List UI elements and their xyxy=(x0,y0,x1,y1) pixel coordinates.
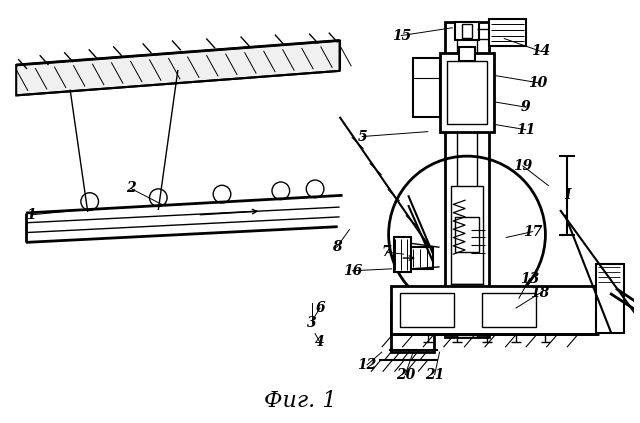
Bar xyxy=(482,293,536,327)
Text: 10: 10 xyxy=(528,76,547,90)
Text: 16: 16 xyxy=(342,264,362,278)
Bar xyxy=(447,61,486,124)
Text: 1: 1 xyxy=(26,208,36,222)
Bar xyxy=(455,217,479,252)
Text: I: I xyxy=(564,188,571,202)
Bar xyxy=(440,53,495,132)
Bar xyxy=(390,303,434,352)
Text: 13: 13 xyxy=(520,272,540,286)
Bar xyxy=(459,47,475,61)
Text: 5: 5 xyxy=(357,129,367,143)
Text: 4: 4 xyxy=(315,335,325,349)
Bar xyxy=(488,19,526,47)
Text: 20: 20 xyxy=(396,368,415,382)
Bar xyxy=(451,283,483,303)
Text: 14: 14 xyxy=(531,44,550,58)
Bar xyxy=(403,247,433,269)
Text: 18: 18 xyxy=(530,286,549,300)
Bar xyxy=(445,22,488,338)
Text: 11: 11 xyxy=(516,123,536,137)
Bar xyxy=(401,293,454,327)
Text: 21: 21 xyxy=(425,368,444,382)
Text: 15: 15 xyxy=(392,29,411,43)
Text: 9: 9 xyxy=(521,100,531,114)
Text: Фиг. 1: Фиг. 1 xyxy=(264,390,337,412)
Bar xyxy=(451,186,483,283)
Bar xyxy=(596,264,624,332)
Bar xyxy=(394,237,411,272)
Text: 6: 6 xyxy=(315,301,325,315)
Text: 3: 3 xyxy=(307,316,317,330)
Bar xyxy=(413,58,440,117)
Text: 17: 17 xyxy=(523,225,542,239)
Bar xyxy=(462,24,472,38)
Text: 2: 2 xyxy=(126,181,136,195)
Polygon shape xyxy=(16,41,340,95)
Text: 8: 8 xyxy=(332,240,342,254)
Bar xyxy=(457,22,477,338)
Text: 19: 19 xyxy=(513,159,532,173)
Bar xyxy=(455,22,479,39)
Text: 12: 12 xyxy=(357,358,377,372)
Bar xyxy=(390,286,596,333)
Text: 7: 7 xyxy=(382,245,392,259)
